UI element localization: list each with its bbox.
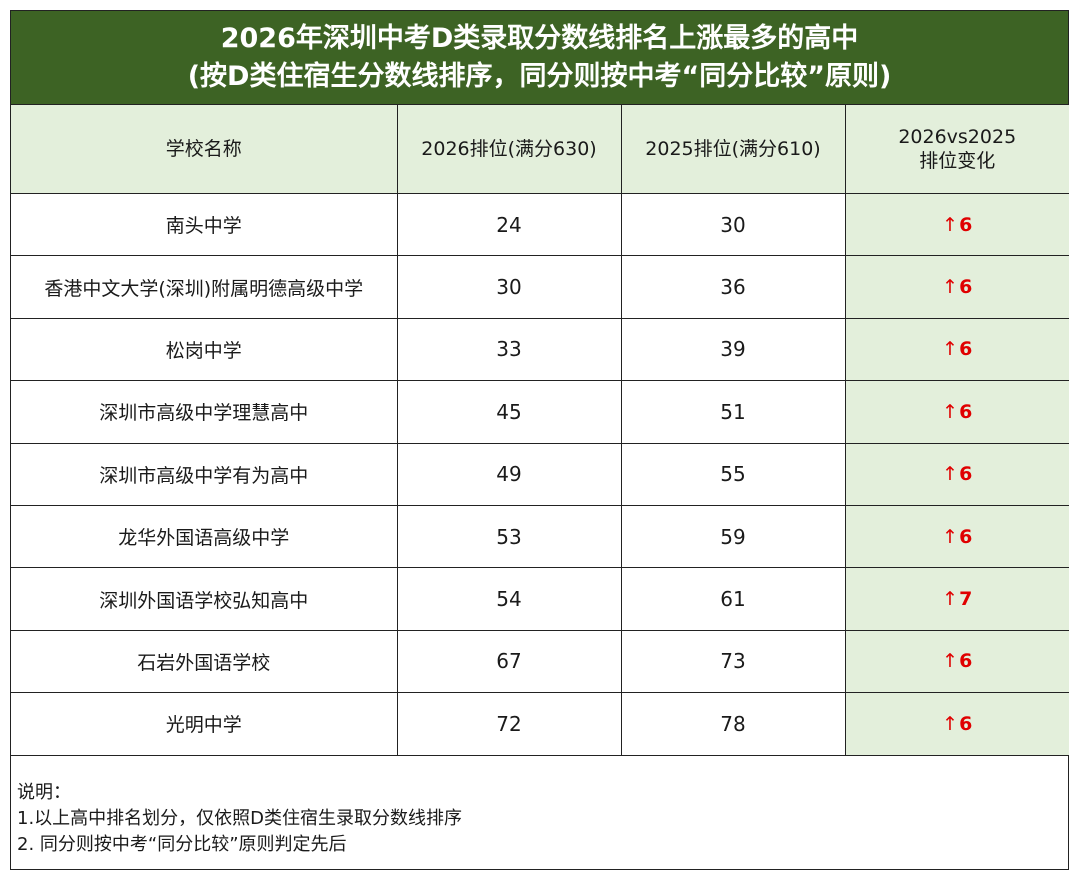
rank-change-value: 6: [959, 712, 973, 735]
table-row: 松岗中学 33 39 ↑6: [11, 317, 1069, 382]
rank-change-value: 6: [959, 276, 973, 299]
table-row: 深圳外国语学校弘知高中 54 61 ↑7: [11, 567, 1069, 631]
rank-change-value: 6: [959, 400, 973, 423]
notes-heading: 说明：: [17, 782, 71, 803]
notes-line-2: 2. 同分则按中考“同分比较”原则判定先后: [17, 834, 347, 855]
cell-rank-change: ↑6: [844, 317, 1069, 382]
arrow-up-icon: ↑: [942, 525, 959, 548]
cell-school-name: 龙华外国语高级中学: [11, 504, 398, 569]
cell-rank-change: ↑6: [844, 442, 1069, 506]
table-row: 龙华外国语高级中学 53 59 ↑6: [11, 504, 1069, 569]
header-rank-2025: 2025排位(满分610): [620, 105, 846, 194]
ranking-table-sheet: 2026年深圳中考D类录取分数线排名上涨最多的高中 (按D类住宿生分数线排序，同…: [10, 10, 1069, 870]
header-rank-change: 2026vs2025 排位变化: [844, 105, 1069, 194]
cell-rank-2026: 53: [396, 504, 622, 569]
cell-school-name: 深圳市高级中学有为高中: [11, 442, 398, 506]
table-row: 光明中学 72 78 ↑6: [11, 692, 1069, 756]
rank-change-value: 7: [959, 588, 973, 611]
table-title: 2026年深圳中考D类录取分数线排名上涨最多的高中 (按D类住宿生分数线排序，同…: [11, 11, 1068, 105]
rank-change-value: 6: [959, 213, 973, 236]
cell-rank-change: ↑6: [844, 192, 1069, 257]
table-row: 深圳市高级中学理慧高中 45 51 ↑6: [11, 380, 1069, 444]
arrow-up-icon: ↑: [942, 338, 959, 361]
cell-school-name: 南头中学: [11, 192, 398, 257]
header-change-line-1: 2026vs2025: [898, 126, 1017, 148]
cell-rank-change: ↑6: [844, 380, 1069, 444]
cell-rank-2026: 54: [396, 567, 622, 631]
cell-rank-2025: 30: [620, 192, 846, 257]
ranking-table: 学校名称 2026排位(满分630) 2025排位(满分610) 2026vs2…: [11, 105, 1069, 756]
arrow-up-icon: ↑: [942, 712, 959, 735]
title-line-2: (按D类住宿生分数线排序，同分则按中考“同分比较”原则): [187, 61, 892, 92]
cell-rank-2025: 39: [620, 317, 846, 382]
cell-rank-2026: 49: [396, 442, 622, 506]
header-row: 学校名称 2026排位(满分630) 2025排位(满分610) 2026vs2…: [11, 105, 1069, 194]
table-row: 香港中文大学(深圳)附属明德高级中学 30 36 ↑6: [11, 255, 1069, 319]
cell-rank-2026: 30: [396, 255, 622, 319]
cell-rank-2025: 55: [620, 442, 846, 506]
cell-rank-2025: 36: [620, 255, 846, 319]
rank-change-value: 6: [959, 650, 973, 673]
cell-school-name: 深圳市高级中学理慧高中: [11, 380, 398, 444]
cell-school-name: 深圳外国语学校弘知高中: [11, 567, 398, 631]
notes-line-1: 1.以上高中排名划分，仅依照D类住宿生录取分数线排序: [17, 808, 463, 829]
cell-rank-2026: 45: [396, 380, 622, 444]
cell-rank-change: ↑6: [844, 255, 1069, 319]
cell-rank-2025: 59: [620, 504, 846, 569]
arrow-up-icon: ↑: [942, 276, 959, 299]
rank-change-value: 6: [959, 338, 973, 361]
cell-rank-2026: 24: [396, 192, 622, 257]
header-change-line-2: 排位变化: [919, 150, 996, 172]
arrow-up-icon: ↑: [942, 650, 959, 673]
table-body: 南头中学 24 30 ↑6 香港中文大学(深圳)附属明德高级中学 30 36 ↑6 松岗中学 33…: [11, 192, 1069, 756]
cell-rank-2026: 67: [396, 629, 622, 694]
arrow-up-icon: ↑: [942, 213, 959, 236]
cell-rank-2026: 72: [396, 692, 622, 756]
cell-school-name: 光明中学: [11, 692, 398, 756]
cell-rank-2025: 73: [620, 629, 846, 694]
notes-section: 说明： 1.以上高中排名划分，仅依照D类住宿生录取分数线排序 2. 同分则按中考…: [17, 780, 462, 858]
table-row: 石岩外国语学校 67 73 ↑6: [11, 629, 1069, 694]
arrow-up-icon: ↑: [942, 463, 959, 486]
cell-rank-change: ↑7: [844, 567, 1069, 631]
cell-rank-2025: 51: [620, 380, 846, 444]
cell-rank-change: ↑6: [844, 504, 1069, 569]
cell-rank-change: ↑6: [844, 692, 1069, 756]
arrow-up-icon: ↑: [942, 400, 959, 423]
cell-rank-2026: 33: [396, 317, 622, 382]
cell-rank-2025: 61: [620, 567, 846, 631]
arrow-up-icon: ↑: [942, 588, 959, 611]
cell-school-name: 香港中文大学(深圳)附属明德高级中学: [11, 255, 398, 319]
cell-school-name: 松岗中学: [11, 317, 398, 382]
header-school: 学校名称: [11, 105, 398, 194]
cell-rank-2025: 78: [620, 692, 846, 756]
title-line-1: 2026年深圳中考D类录取分数线排名上涨最多的高中: [220, 23, 859, 54]
table-row: 南头中学 24 30 ↑6: [11, 192, 1069, 257]
cell-rank-change: ↑6: [844, 629, 1069, 694]
rank-change-value: 6: [959, 463, 973, 486]
header-rank-2026: 2026排位(满分630): [396, 105, 622, 194]
table-row: 深圳市高级中学有为高中 49 55 ↑6: [11, 442, 1069, 506]
cell-school-name: 石岩外国语学校: [11, 629, 398, 694]
rank-change-value: 6: [959, 525, 973, 548]
